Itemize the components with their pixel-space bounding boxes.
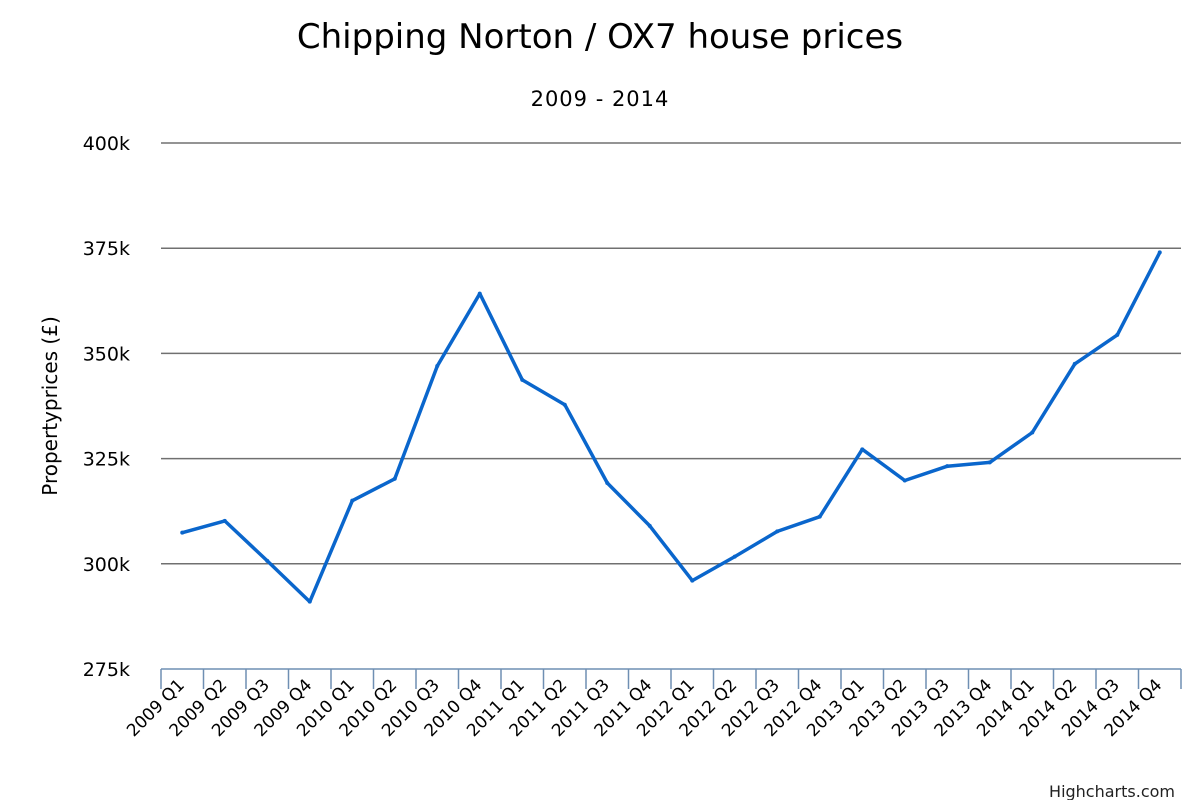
y-tick-label: 375k xyxy=(83,238,130,260)
data-point[interactable] xyxy=(222,518,227,523)
data-point[interactable] xyxy=(520,377,525,382)
data-point[interactable] xyxy=(265,558,270,563)
data-point[interactable] xyxy=(775,529,780,534)
data-point[interactable] xyxy=(1072,361,1077,366)
data-point[interactable] xyxy=(817,514,822,519)
series-line xyxy=(180,250,1162,604)
data-point[interactable] xyxy=(1157,250,1162,255)
y-tick-label: 400k xyxy=(83,133,130,155)
y-tick-label: 300k xyxy=(83,554,130,576)
y-tick-label: 350k xyxy=(83,343,130,365)
y-tick-label: 275k xyxy=(83,659,130,681)
data-point[interactable] xyxy=(562,402,567,407)
data-point[interactable] xyxy=(435,364,440,369)
series xyxy=(180,250,1162,604)
data-point[interactable] xyxy=(732,554,737,559)
y-tick-label: 325k xyxy=(83,449,130,471)
data-point[interactable] xyxy=(860,447,865,452)
data-point[interactable] xyxy=(1115,332,1120,337)
data-point[interactable] xyxy=(307,599,312,604)
data-point[interactable] xyxy=(987,460,992,465)
data-point[interactable] xyxy=(350,498,355,503)
data-point[interactable] xyxy=(690,578,695,583)
chart-title: Chipping Norton / OX7 house prices xyxy=(297,17,903,57)
data-point[interactable] xyxy=(180,530,185,535)
data-point[interactable] xyxy=(477,291,482,296)
y-axis-ticks: 275k 300k 325k 350k 375k 400k xyxy=(83,133,130,681)
data-point[interactable] xyxy=(945,464,950,469)
highcharts-credit[interactable]: Highcharts.com xyxy=(1049,782,1175,800)
data-point[interactable] xyxy=(902,478,907,483)
chart-subtitle: 2009 - 2014 xyxy=(531,87,670,111)
y-axis-title: Propertyprices (£) xyxy=(38,316,62,496)
data-point[interactable] xyxy=(392,476,397,481)
gridlines xyxy=(161,142,1181,565)
data-point[interactable] xyxy=(605,481,610,486)
data-point[interactable] xyxy=(1030,430,1035,435)
data-point[interactable] xyxy=(647,523,652,528)
